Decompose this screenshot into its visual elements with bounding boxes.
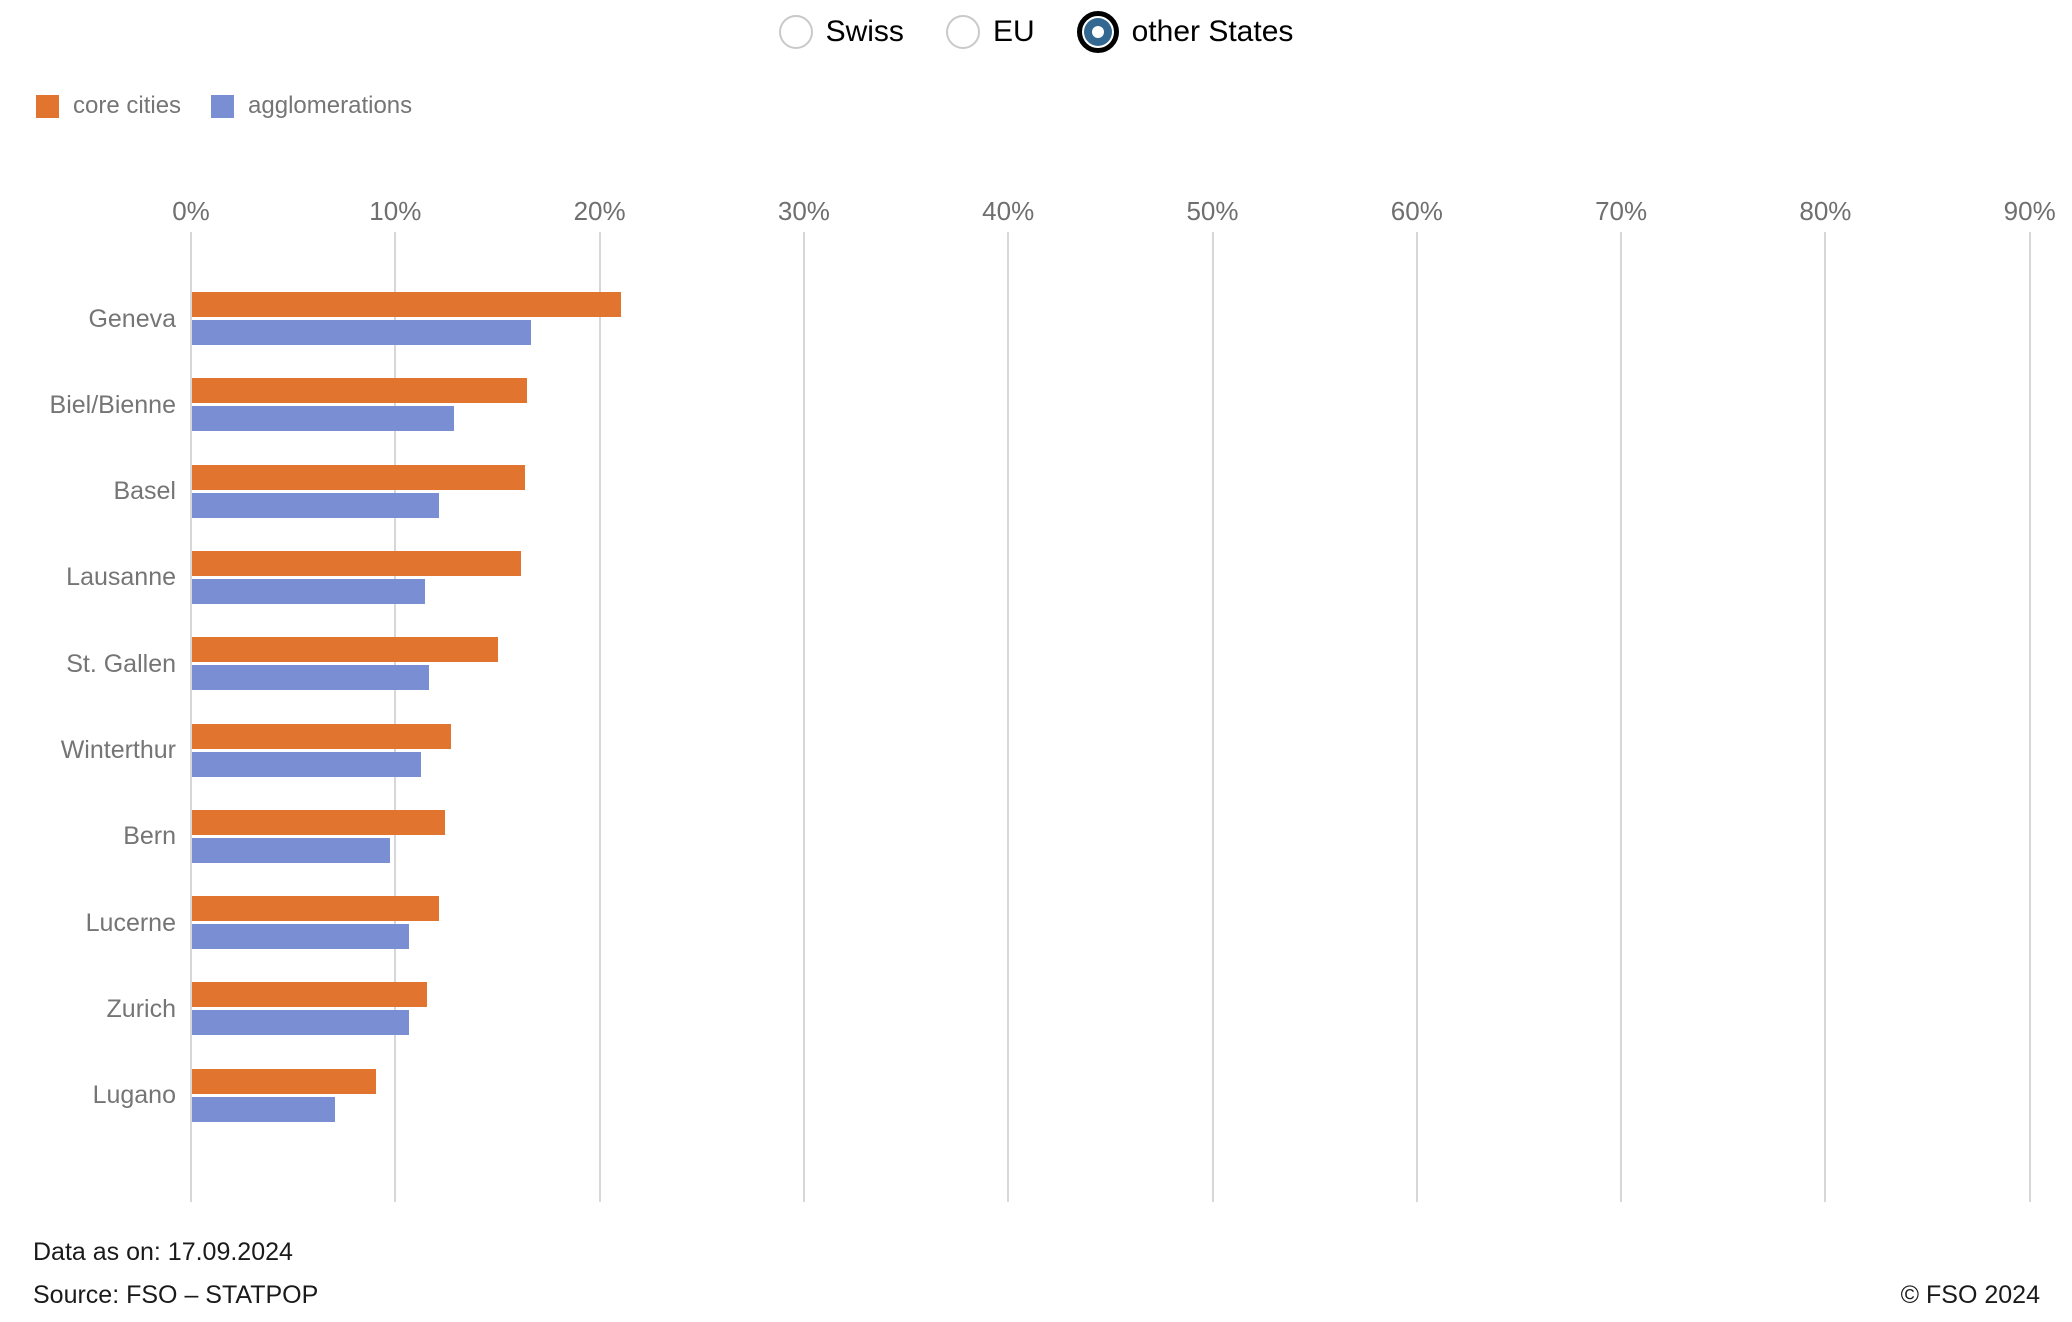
legend-item-agglomerations[interactable]: agglomerations — [211, 92, 412, 120]
gridline — [1620, 232, 1623, 1202]
gridline — [190, 232, 192, 1202]
radio-icon[interactable] — [945, 15, 980, 49]
gridline — [598, 232, 601, 1202]
legend-label[interactable]: agglomerations — [248, 92, 413, 119]
bar-core-cities[interactable] — [192, 809, 446, 835]
gridline — [1211, 232, 1214, 1202]
x-axis-tick-label: 30% — [777, 196, 830, 226]
gridline — [1415, 232, 1418, 1202]
gridline — [2028, 232, 2031, 1202]
bar-agglomerations[interactable] — [192, 924, 409, 950]
gridline — [1007, 232, 1010, 1202]
category-label: Geneva — [88, 304, 176, 333]
bar-core-cities[interactable] — [192, 378, 528, 404]
x-axis-tick-label: 40% — [982, 196, 1035, 226]
x-axis-tick-label: 60% — [1390, 196, 1443, 226]
x-axis-tick-label: 10% — [369, 196, 422, 226]
nationality-filter-group: Swiss EU other States — [0, 0, 2072, 64]
bar-agglomerations[interactable] — [192, 1010, 409, 1036]
source-text: Source: FSO – STATPOP — [33, 1281, 319, 1309]
bar-core-cities[interactable] — [192, 1068, 376, 1094]
legend-swatch-core-cities-icon — [36, 94, 59, 118]
radio-option-eu[interactable]: EU — [945, 15, 1035, 49]
category-label: Winterthur — [60, 736, 176, 764]
bar-core-cities[interactable] — [192, 292, 622, 317]
bar-agglomerations[interactable] — [192, 1096, 335, 1122]
category-label: Zurich — [106, 994, 176, 1023]
x-axis-tick-label: 50% — [1186, 196, 1239, 226]
x-axis-tick-label: 80% — [1799, 196, 1852, 226]
legend-item-core-cities[interactable]: core cities — [36, 92, 181, 120]
bar-agglomerations[interactable] — [192, 492, 440, 518]
bar-agglomerations[interactable] — [192, 406, 454, 432]
legend-label[interactable]: core cities — [73, 92, 182, 119]
bar-core-cities[interactable] — [192, 723, 452, 749]
chart-legend: core cities agglomerations — [36, 92, 412, 120]
bar-core-cities[interactable] — [192, 550, 521, 576]
category-label: St. Gallen — [66, 649, 176, 678]
category-label: Bern — [123, 822, 176, 851]
x-axis-tick-label: 0% — [172, 196, 210, 226]
radio-option-swiss[interactable]: Swiss — [778, 15, 904, 49]
bar-core-cities[interactable] — [192, 464, 525, 490]
category-label: Biel/Bienne — [49, 390, 176, 419]
category-label: Lausanne — [66, 563, 176, 592]
bar-agglomerations[interactable] — [192, 837, 391, 863]
radio-option-label[interactable]: EU — [992, 15, 1035, 48]
bar-core-cities[interactable] — [192, 637, 499, 663]
copyright-text: © FSO 2024 — [1900, 1281, 2040, 1309]
bar-core-cities[interactable] — [192, 896, 440, 922]
category-label: Lugano — [92, 1081, 176, 1110]
bar-agglomerations[interactable] — [192, 320, 532, 345]
gridline — [1824, 232, 1827, 1202]
radio-icon[interactable] — [1076, 11, 1119, 53]
legend-swatch-agglomerations-icon — [211, 94, 235, 118]
radio-option-other-states[interactable]: other States — [1076, 11, 1294, 53]
gridline — [802, 232, 805, 1202]
bar-agglomerations[interactable] — [192, 578, 425, 604]
x-axis-tick-label: 90% — [2003, 196, 2056, 226]
category-label: Lucerne — [85, 908, 176, 937]
bar-core-cities[interactable] — [192, 982, 427, 1008]
radio-option-label[interactable]: Swiss — [825, 15, 904, 48]
category-label: Basel — [113, 477, 176, 506]
radio-icon[interactable] — [778, 15, 813, 49]
gridline — [394, 232, 397, 1202]
radio-option-label[interactable]: other States — [1131, 15, 1294, 48]
bar-agglomerations[interactable] — [192, 751, 421, 777]
data-as-on-text: Data as on: 17.09.2024 — [33, 1238, 293, 1266]
x-axis-tick-label: 20% — [573, 196, 626, 226]
bar-agglomerations[interactable] — [192, 665, 429, 691]
x-axis-tick-label: 70% — [1595, 196, 1648, 226]
